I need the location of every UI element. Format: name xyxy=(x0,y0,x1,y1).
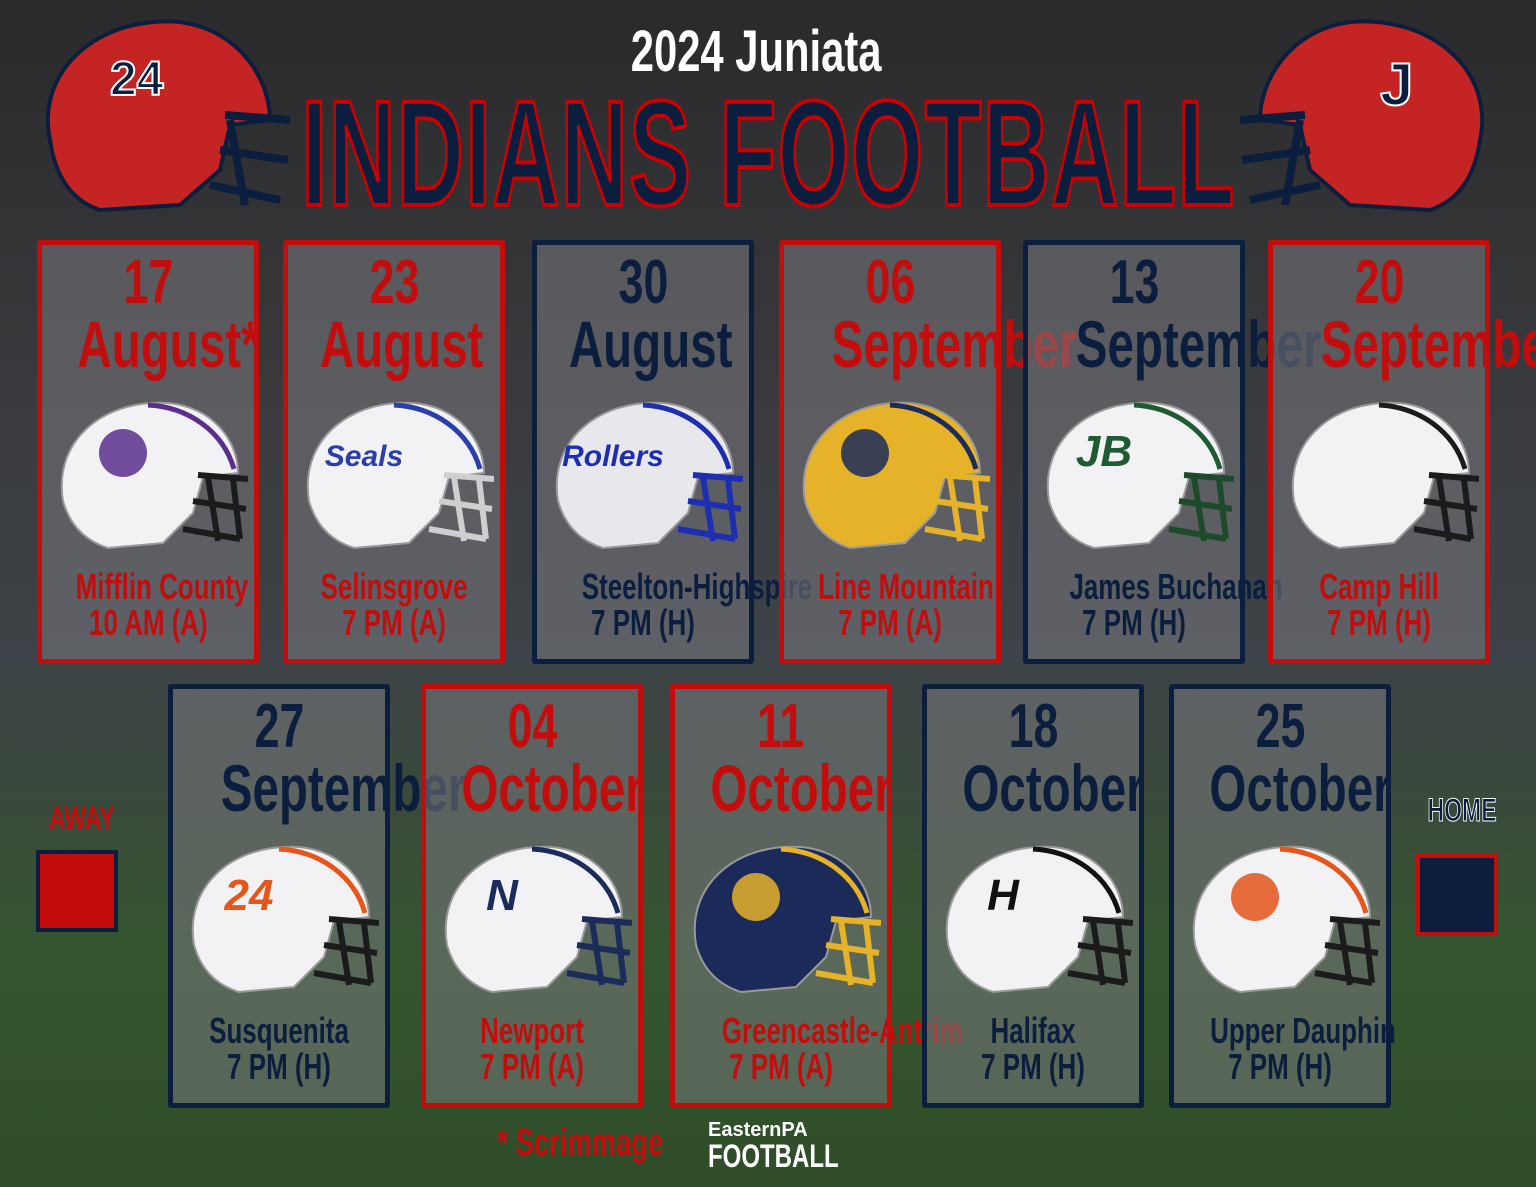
game-day: 23 xyxy=(369,248,419,317)
game-card: 23 August Seals Selinsgrove 7 PM (A) xyxy=(283,240,505,664)
game-card: 04 October N Newport 7 PM (A) xyxy=(421,684,644,1108)
svg-text:J: J xyxy=(1380,51,1413,118)
game-card: 27 September 24 Susquenita 7 PM (H) xyxy=(168,684,467,1108)
opponent-name: James Buchanan xyxy=(1069,566,1283,607)
opponent-helmet-icon xyxy=(802,401,990,550)
opponent-helmet-icon: Rollers xyxy=(555,401,743,550)
svg-text:Seals: Seals xyxy=(325,440,403,473)
game-time: 10 AM (A) xyxy=(88,602,208,643)
game-day: 04 xyxy=(507,692,557,761)
svg-text:Rollers: Rollers xyxy=(562,440,664,473)
game-month: October xyxy=(962,751,1145,825)
scrimmage-footnote: * Scrimmage xyxy=(497,1122,664,1164)
legend-home-swatch xyxy=(1416,854,1498,936)
opponent-helmet-icon: JB xyxy=(1046,401,1234,550)
game-time: 7 PM (H) xyxy=(1327,602,1431,643)
opponent-name: Steelton-Highspire xyxy=(581,566,813,607)
game-time: 7 PM (A) xyxy=(342,602,446,643)
game-month: August* xyxy=(77,307,260,381)
opponent-helmet-icon xyxy=(1192,845,1380,994)
opponent-helmet-icon xyxy=(1291,401,1479,550)
svg-text:JB: JB xyxy=(1076,427,1132,476)
game-card: 18 October H Halifax 7 PM (H) xyxy=(922,684,1145,1108)
easternpa-football-logo: EasternPA FOOTBALL xyxy=(708,1119,839,1174)
game-day: 18 xyxy=(1008,692,1058,761)
opponent-name: Line Mountain xyxy=(818,566,994,607)
game-day: 27 xyxy=(254,692,304,761)
game-month: October xyxy=(461,751,644,825)
game-month: August xyxy=(319,307,484,381)
game-card: 30 August Rollers Steelton-Highspire 7 P… xyxy=(532,240,813,664)
opponent-helmet-icon: 24 xyxy=(191,845,379,994)
game-time: 7 PM (A) xyxy=(729,1046,833,1087)
game-time: 7 PM (A) xyxy=(480,1046,584,1087)
game-month: September xyxy=(1320,307,1536,381)
game-month: August xyxy=(568,307,733,381)
opponent-name: Selinsgrove xyxy=(320,566,468,607)
opponent-name: Halifax xyxy=(990,1010,1076,1051)
opponent-helmet-icon: N xyxy=(444,845,632,994)
juniata-helmet-right-icon: J xyxy=(1240,19,1485,213)
game-time: 7 PM (H) xyxy=(1228,1046,1332,1087)
game-day: 20 xyxy=(1354,248,1404,317)
game-time: 7 PM (H) xyxy=(1082,602,1186,643)
game-day: 25 xyxy=(1255,692,1305,761)
game-day: 30 xyxy=(618,248,668,317)
legend-away-swatch xyxy=(36,850,118,932)
opponent-name: Newport xyxy=(480,1010,584,1051)
game-day: 13 xyxy=(1109,248,1159,317)
svg-text:H: H xyxy=(987,871,1020,920)
opponent-helmet-icon xyxy=(60,401,248,550)
game-card: 20 September Camp Hill 7 PM (H) xyxy=(1268,240,1536,664)
opponent-name: Susquenita xyxy=(209,1010,349,1051)
game-month: September xyxy=(1075,307,1322,381)
opponent-name: Mifflin County xyxy=(75,566,249,607)
svg-text:24: 24 xyxy=(110,53,164,106)
page-title: INDIANS FOOTBALL xyxy=(300,69,1236,237)
game-time: 7 PM (H) xyxy=(591,602,695,643)
game-month: October xyxy=(1209,751,1392,825)
opponent-name: Upper Dauphin xyxy=(1210,1010,1396,1051)
game-time: 7 PM (H) xyxy=(981,1046,1085,1087)
opponent-name: Camp Hill xyxy=(1319,566,1439,607)
game-day: 11 xyxy=(757,692,805,761)
opponent-helmet-icon: Seals xyxy=(306,401,494,550)
game-day: 06 xyxy=(865,248,915,317)
juniata-helmet-left-icon: 24 xyxy=(45,19,290,213)
game-card: 13 September JB James Buchanan 7 PM (H) xyxy=(1023,240,1322,664)
svg-text:24: 24 xyxy=(224,871,274,920)
opponent-helmet-icon: H xyxy=(945,845,1133,994)
game-time: 7 PM (H) xyxy=(227,1046,331,1087)
game-day: 17 xyxy=(123,248,173,317)
subtitle: 2024 Juniata xyxy=(630,19,882,84)
game-card: 17 August* Mifflin County 10 AM (A) xyxy=(37,240,260,664)
game-card: 25 October Upper Dauphin 7 PM (H) xyxy=(1169,684,1396,1108)
legend-away-label: AWAY xyxy=(48,800,115,836)
game-month: October xyxy=(710,751,893,825)
game-month: September xyxy=(831,307,1078,381)
game-month: September xyxy=(220,751,467,825)
game-time: 7 PM (A) xyxy=(838,602,942,643)
legend-home-label: HOME xyxy=(1427,792,1497,829)
opponent-name: Greencastle-Antrim xyxy=(721,1010,963,1051)
svg-text:N: N xyxy=(486,871,519,920)
game-card: 06 September Line Mountain 7 PM (A) xyxy=(779,240,1078,664)
game-card: 11 October Greencastle-Antrim 7 PM (A) xyxy=(670,684,963,1108)
opponent-helmet-icon xyxy=(693,845,881,994)
